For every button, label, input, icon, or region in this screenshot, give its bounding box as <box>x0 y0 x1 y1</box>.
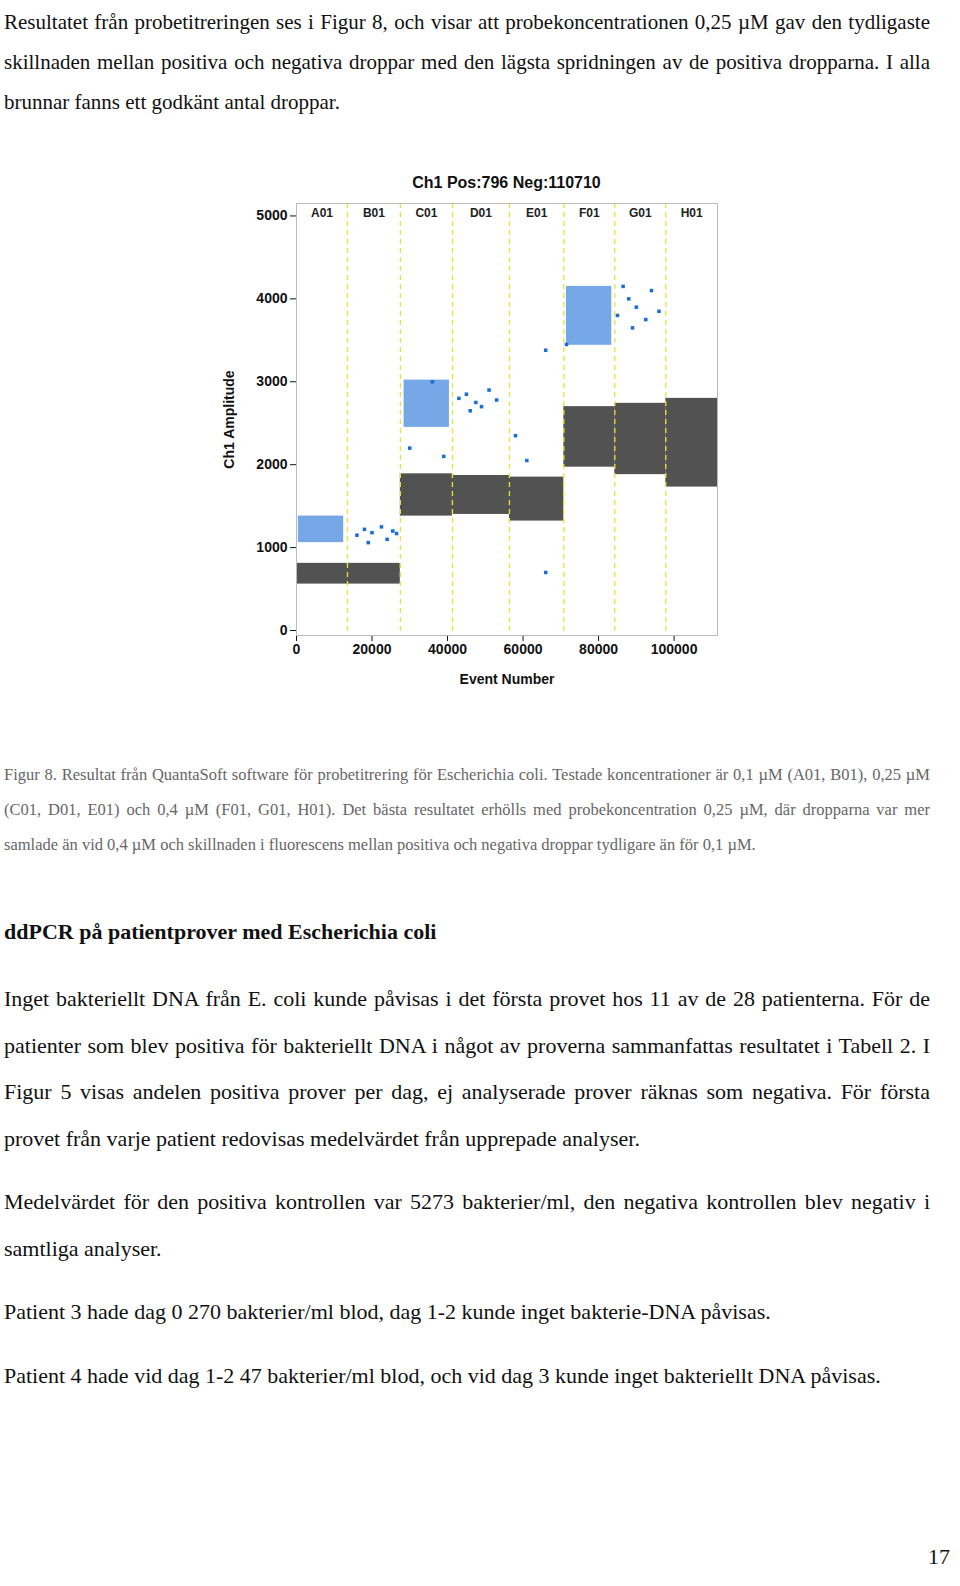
svg-text:H01: H01 <box>681 206 703 220</box>
html-text:Patient 3 hade dag 0 270 bakte: Patient 3 hade dag 0 270 bakterier/ml bl… <box>4 1299 771 1324</box>
svg-text:80000: 80000 <box>579 641 618 657</box>
svg-text:Event Number: Event Number <box>460 671 555 687</box>
svg-text:F01: F01 <box>579 206 600 220</box>
html-text:Patient 4 hade vid dag 1-2 47: Patient 4 hade vid dag 1-2 47 bakterier/… <box>4 1362 881 1388</box>
html-text:Resultatet från probetitrering: Resultatet från probetitreringen ses i F… <box>4 10 930 114</box>
svg-text:20000: 20000 <box>353 641 392 657</box>
html-text:Inget bakteriellt DNA från E.: Inget bakteriellt DNA från E. coli kunde… <box>4 986 930 1151</box>
html-text:17: 17 <box>928 1544 950 1569</box>
svg-text:100000: 100000 <box>651 641 698 657</box>
html-text:Medelvärdet för den positiva k: Medelvärdet för den positiva kontrollen … <box>4 1189 930 1261</box>
svg-text:0: 0 <box>293 641 301 657</box>
svg-text:40000: 40000 <box>428 641 467 657</box>
svg-text:60000: 60000 <box>504 641 543 657</box>
svg-text:0: 0 <box>280 622 288 638</box>
html-text:Figur 8. Resultat från QuantaS: Figur 8. Resultat från QuantaSoft softwa… <box>4 765 930 854</box>
svg-text:5000: 5000 <box>256 207 287 223</box>
svg-text:D01: D01 <box>470 206 492 220</box>
svg-text:C01: C01 <box>415 206 437 220</box>
svg-text:B01: B01 <box>363 206 385 220</box>
svg-text:Ch1 Amplitude: Ch1 Amplitude <box>221 370 237 468</box>
svg-text:A01: A01 <box>311 206 333 220</box>
svg-text:3000: 3000 <box>256 373 287 389</box>
svg-text:2000: 2000 <box>256 456 287 472</box>
svg-text:1000: 1000 <box>256 539 287 555</box>
html-text:ddPCR på patientprover med Esc: ddPCR på patientprover med Escherichia c… <box>4 919 437 944</box>
html-text:Ch1 Pos:796 Neg:110710: Ch1 Pos:796 Neg:110710 <box>412 174 601 191</box>
svg-text:G01: G01 <box>629 206 652 220</box>
svg-text:E01: E01 <box>526 206 548 220</box>
svg-text:4000: 4000 <box>256 290 287 306</box>
